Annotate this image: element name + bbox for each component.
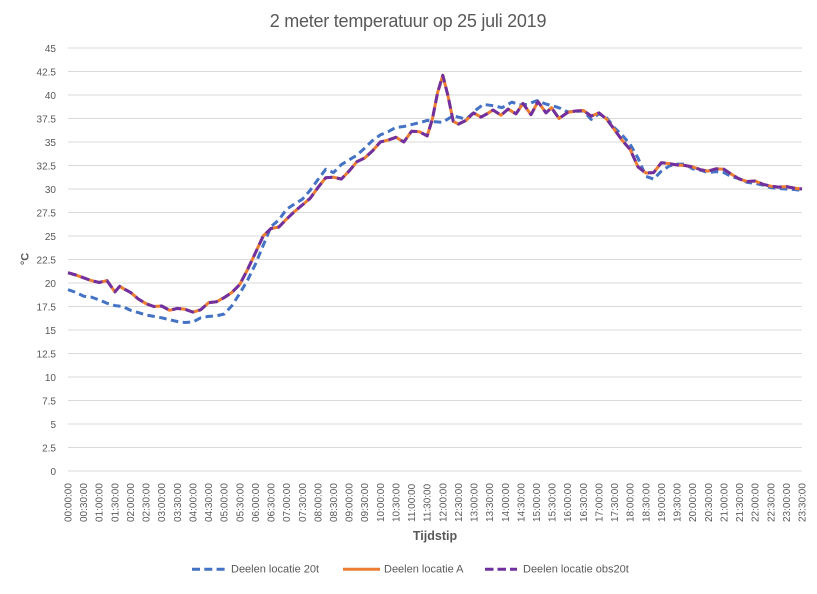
svg-text:14:00:00: 14:00:00: [501, 483, 512, 522]
svg-text:04:30:00: 04:30:00: [204, 483, 215, 522]
svg-text:12:00:00: 12:00:00: [438, 483, 449, 522]
svg-text:13:00:00: 13:00:00: [470, 483, 481, 522]
svg-text:15:30:00: 15:30:00: [548, 483, 559, 522]
svg-text:10: 10: [45, 373, 57, 384]
svg-text:06:30:00: 06:30:00: [267, 483, 278, 522]
svg-text:01:00:00: 01:00:00: [95, 483, 106, 522]
svg-text:18:30:00: 18:30:00: [641, 483, 652, 522]
svg-text:°C: °C: [20, 253, 32, 265]
svg-text:23:30:00: 23:30:00: [798, 483, 809, 522]
svg-text:7.5: 7.5: [42, 397, 56, 408]
svg-text:05:00:00: 05:00:00: [220, 483, 231, 522]
svg-text:0: 0: [50, 467, 56, 478]
svg-text:13:30:00: 13:30:00: [485, 483, 496, 522]
svg-text:09:30:00: 09:30:00: [360, 483, 371, 522]
svg-text:06:00:00: 06:00:00: [251, 483, 262, 522]
svg-text:Tijdstip: Tijdstip: [413, 529, 458, 543]
svg-text:07:30:00: 07:30:00: [298, 483, 309, 522]
svg-text:10:30:00: 10:30:00: [392, 483, 403, 522]
svg-text:35: 35: [45, 138, 57, 149]
svg-text:Deelen locatie 20t: Deelen locatie 20t: [231, 564, 319, 576]
svg-text:45: 45: [45, 44, 57, 55]
svg-text:07:00:00: 07:00:00: [282, 483, 293, 522]
svg-text:37.5: 37.5: [37, 115, 57, 126]
svg-text:16:00:00: 16:00:00: [563, 483, 574, 522]
svg-text:12:30:00: 12:30:00: [454, 483, 465, 522]
svg-text:21:00:00: 21:00:00: [719, 483, 730, 522]
svg-text:08:00:00: 08:00:00: [313, 483, 324, 522]
svg-text:32.5: 32.5: [37, 162, 57, 173]
svg-text:42.5: 42.5: [37, 68, 57, 79]
svg-text:15: 15: [45, 326, 57, 337]
svg-text:19:00:00: 19:00:00: [657, 483, 668, 522]
svg-text:Deelen locatie A: Deelen locatie A: [384, 564, 464, 576]
svg-text:05:30:00: 05:30:00: [235, 483, 246, 522]
svg-text:2 meter temperatuur op 25 juli: 2 meter temperatuur op 25 juli 2019: [270, 11, 547, 31]
svg-text:27.5: 27.5: [37, 209, 57, 220]
svg-text:19:30:00: 19:30:00: [673, 483, 684, 522]
svg-text:03:00:00: 03:00:00: [157, 483, 168, 522]
svg-text:23:00:00: 23:00:00: [782, 483, 793, 522]
svg-text:20:00:00: 20:00:00: [688, 483, 699, 522]
svg-text:22:00:00: 22:00:00: [751, 483, 762, 522]
svg-text:17.5: 17.5: [37, 303, 57, 314]
svg-text:00:00:00: 00:00:00: [64, 483, 75, 522]
svg-text:00:30:00: 00:30:00: [79, 483, 90, 522]
svg-text:11:30:00: 11:30:00: [423, 483, 434, 522]
svg-text:11:00:00: 11:00:00: [407, 483, 418, 522]
svg-text:02:30:00: 02:30:00: [142, 483, 153, 522]
svg-text:14:30:00: 14:30:00: [516, 483, 527, 522]
svg-text:21:30:00: 21:30:00: [735, 483, 746, 522]
svg-text:25: 25: [45, 232, 57, 243]
svg-text:20:30:00: 20:30:00: [704, 483, 715, 522]
svg-text:17:30:00: 17:30:00: [610, 483, 621, 522]
svg-text:15:00:00: 15:00:00: [532, 483, 543, 522]
svg-text:08:30:00: 08:30:00: [329, 483, 340, 522]
svg-text:02:00:00: 02:00:00: [126, 483, 137, 522]
svg-text:18:00:00: 18:00:00: [626, 483, 637, 522]
svg-text:03:30:00: 03:30:00: [173, 483, 184, 522]
svg-text:40: 40: [45, 91, 57, 102]
svg-text:5: 5: [50, 420, 56, 431]
svg-text:2.5: 2.5: [42, 444, 56, 455]
svg-text:10:00:00: 10:00:00: [376, 483, 387, 522]
svg-text:01:30:00: 01:30:00: [110, 483, 121, 522]
svg-text:12.5: 12.5: [37, 350, 57, 361]
svg-text:30: 30: [45, 185, 57, 196]
svg-text:Deelen locatie obs20t: Deelen locatie obs20t: [523, 564, 629, 576]
svg-text:04:00:00: 04:00:00: [188, 483, 199, 522]
svg-text:17:00:00: 17:00:00: [595, 483, 606, 522]
svg-text:22.5: 22.5: [37, 256, 57, 267]
svg-text:09:00:00: 09:00:00: [345, 483, 356, 522]
svg-text:16:30:00: 16:30:00: [579, 483, 590, 522]
svg-text:22:30:00: 22:30:00: [766, 483, 777, 522]
svg-text:20: 20: [45, 279, 57, 290]
